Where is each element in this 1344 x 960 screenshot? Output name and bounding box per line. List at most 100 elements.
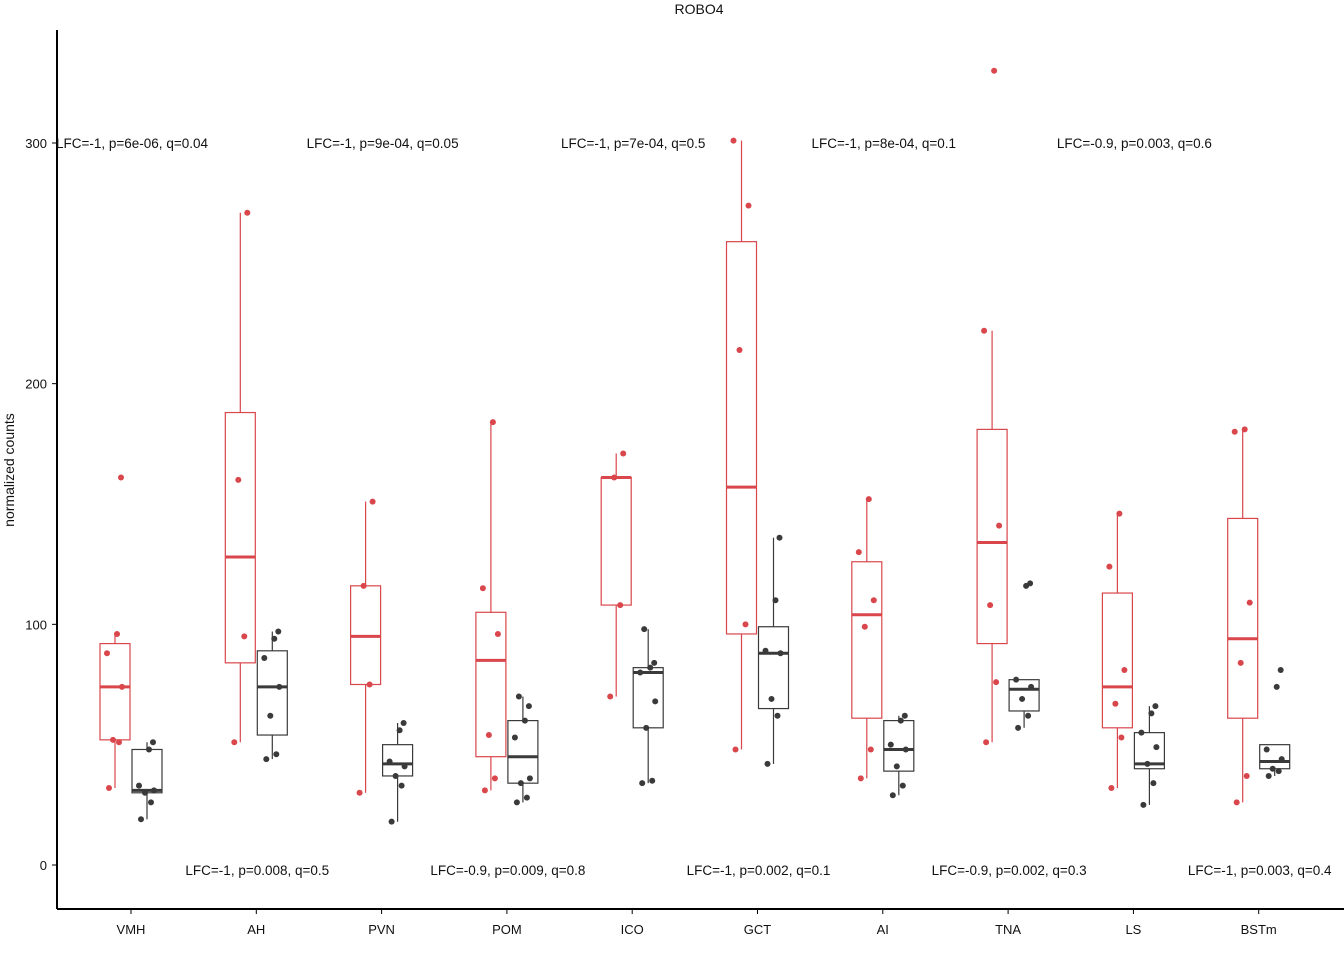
data-point: [1246, 599, 1253, 606]
data-point: [1140, 801, 1147, 808]
data-point: [366, 681, 373, 688]
data-point: [730, 137, 737, 144]
y-tick-label: 0: [40, 858, 47, 873]
data-point: [119, 683, 125, 690]
data-point: [263, 756, 270, 763]
data-point: [275, 628, 282, 635]
data-point: [267, 712, 274, 719]
data-point: [893, 763, 900, 770]
data-point: [1028, 683, 1035, 690]
data-point: [867, 746, 874, 753]
data-point: [511, 734, 518, 741]
data-point: [146, 746, 152, 753]
x-tick-label: AH: [247, 922, 265, 937]
data-point: [481, 787, 488, 794]
data-point: [369, 498, 376, 505]
data-point: [142, 789, 148, 796]
data-point: [148, 799, 154, 806]
data-point: [114, 630, 120, 637]
data-point: [1027, 580, 1034, 587]
data-point: [513, 799, 520, 806]
data-point: [643, 724, 650, 731]
x-tick-label: ICO: [621, 922, 644, 937]
data-point: [1263, 746, 1270, 753]
data-point: [1275, 768, 1282, 775]
box: [1133, 732, 1166, 770]
data-point: [647, 664, 654, 671]
data-point: [651, 659, 658, 666]
data-point: [870, 597, 877, 604]
data-point: [1015, 724, 1022, 731]
data-point: [652, 698, 659, 705]
data-point: [1265, 772, 1272, 779]
data-point: [273, 751, 280, 758]
data-point: [1138, 729, 1145, 736]
data-point: [1144, 760, 1151, 767]
stat-annotation: LFC=-1, p=0.008, q=0.5: [185, 863, 329, 878]
data-point: [1278, 756, 1285, 763]
data-point: [1241, 426, 1248, 433]
data-point: [360, 582, 367, 589]
data-point: [241, 633, 248, 640]
data-point: [401, 763, 408, 770]
data-point: [400, 720, 407, 727]
data-point: [489, 419, 496, 426]
data-point: [231, 739, 238, 746]
data-point: [1108, 784, 1115, 791]
data-point: [1153, 744, 1160, 751]
data-point: [104, 650, 110, 657]
box: [1227, 517, 1259, 719]
chart-title: ROBO4: [674, 1, 723, 17]
data-point: [525, 703, 532, 710]
data-point: [1121, 667, 1128, 674]
data-point: [639, 780, 646, 787]
data-point: [521, 717, 528, 724]
stat-annotation: LFC=-0.9, p=0.002, q=0.3: [932, 863, 1087, 878]
box: [256, 650, 288, 736]
data-point: [991, 67, 998, 74]
data-point: [987, 602, 994, 609]
data-point: [1233, 799, 1240, 806]
data-point: [517, 780, 524, 787]
data-point: [515, 693, 522, 700]
data-point: [1277, 667, 1284, 674]
data-point: [396, 727, 403, 734]
x-tick-label: GCT: [744, 922, 772, 937]
data-point: [861, 623, 868, 630]
data-point: [386, 758, 393, 765]
data-point: [110, 736, 116, 743]
stat-annotation: LFC=-1, p=0.002, q=0.1: [687, 863, 831, 878]
box: [1101, 592, 1134, 729]
data-point: [485, 732, 492, 739]
data-point: [855, 549, 862, 556]
box: [632, 667, 664, 729]
data-point: [150, 739, 156, 746]
data-point: [235, 476, 242, 483]
box: [224, 411, 256, 664]
data-point: [649, 777, 656, 784]
data-point: [276, 683, 283, 690]
data-point: [1116, 510, 1123, 517]
box: [976, 428, 1008, 645]
data-point: [637, 669, 644, 676]
x-tick-label: PVN: [368, 922, 395, 937]
data-point: [776, 534, 783, 541]
data-point: [1112, 700, 1119, 707]
data-point: [1106, 563, 1113, 570]
data-point: [116, 739, 122, 746]
data-point: [981, 327, 988, 334]
data-point: [764, 760, 771, 767]
data-point: [244, 209, 251, 216]
box: [757, 626, 790, 710]
data-point: [526, 775, 533, 782]
data-point: [106, 784, 112, 791]
plot-area: 0 100 200 300 VMH AH PVN POM ICO GCT AI TNA LS BSTm LF…: [25, 30, 1344, 937]
stat-annotation: LFC=-0.9, p=0.003, q=0.6: [1057, 136, 1212, 151]
data-point: [777, 650, 784, 657]
y-axis-label: normalized counts: [1, 413, 17, 527]
data-point: [732, 746, 739, 753]
data-point: [901, 712, 908, 719]
data-point: [356, 789, 363, 796]
stat-annotation: LFC=-0.9, p=0.009, q=0.8: [430, 863, 585, 878]
data-point: [762, 647, 769, 654]
